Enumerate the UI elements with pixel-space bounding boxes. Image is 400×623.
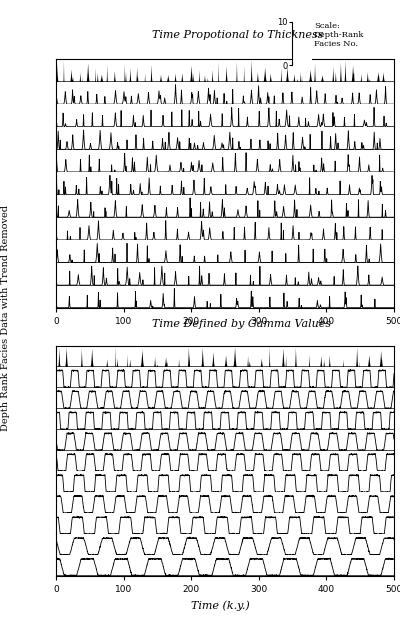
Text: Time Defined by Gamma Values: Time Defined by Gamma Values [152, 319, 331, 329]
Text: Depth Rank Facies Data with Trend Removed: Depth Rank Facies Data with Trend Remove… [2, 205, 10, 430]
Text: Scale:
Depth-Rank
Facies No.: Scale: Depth-Rank Facies No. [314, 22, 364, 48]
Text: Time Propotional to Thickness: Time Propotional to Thickness [152, 31, 324, 40]
Text: Time (k.y.): Time (k.y.) [191, 600, 249, 611]
